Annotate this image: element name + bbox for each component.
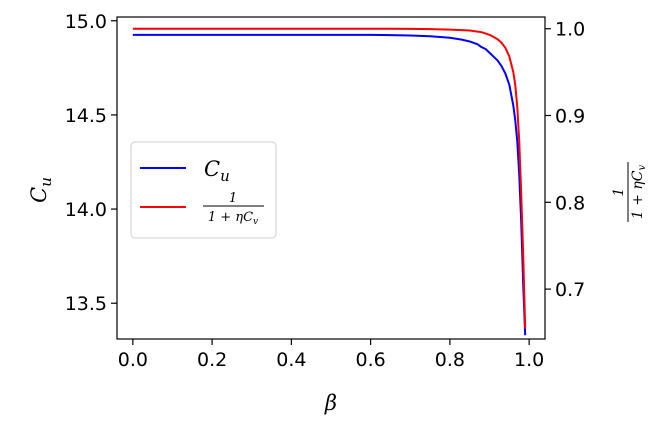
x-tick-label: 0.6 [356,349,386,371]
x-axis-label: β [324,391,337,415]
right-y-tick-label: 0.7 [555,279,585,301]
legend-label-cu-main: C [204,157,220,181]
left-y-label-main: C [27,187,51,203]
legend-label-cu-sub: u [220,167,230,185]
series-layer [132,27,527,336]
series-line-ratio [132,27,527,329]
legend-ratio-denominator: 1 + ηCv [208,210,258,227]
legend-ratio-numerator: 1 [229,191,237,206]
x-tick-label: 0.0 [118,349,148,371]
right-y-label-denominator-main: 1 + ηC [630,170,646,219]
legend-ratio-denominator-sub: v [253,217,258,227]
legend-box [130,141,277,239]
x-axis-ticks: 0.0 0.2 0.4 0.6 0.8 1.0 [118,339,544,371]
right-y-axis-label: 1 1 + ηCv [611,162,648,222]
left-y-tick-label: 14.5 [65,105,107,127]
right-y-tick-label: 0.8 [555,192,585,214]
right-y-axis-ticks: 0.7 0.8 0.9 1.0 [545,19,585,301]
legend: Cu 1 1 + ηCv [130,141,277,239]
left-y-tick-label: 15.0 [65,11,107,33]
legend-label-ratio: 1 1 + ηCv [203,191,264,227]
plot-area [116,16,546,340]
legend-ratio-denominator-main: 1 + ηC [208,210,253,225]
right-y-label-denominator: 1 + ηCv [630,165,648,220]
x-tick-label: 0.4 [276,349,306,371]
right-y-tick-label: 0.9 [555,106,585,128]
plot-frame [116,16,546,340]
svg-text:Cu: Cu [27,177,55,203]
x-tick-label: 1.0 [514,349,544,371]
left-y-axis-ticks: 13.5 14.0 14.5 15.0 [65,11,117,315]
x-tick-label: 0.2 [197,349,227,371]
left-y-tick-label: 14.0 [65,199,107,221]
left-y-tick-label: 13.5 [65,293,107,315]
left-y-label-sub: u [37,177,55,187]
right-y-label-numerator: 1 [611,188,627,197]
series-line-cu [132,33,527,336]
x-tick-label: 0.8 [435,349,465,371]
left-y-axis-label: Cu [27,177,55,203]
right-y-tick-label: 1.0 [555,19,585,41]
right-y-label-denominator-sub: v [637,165,648,171]
legend-label-cu: Cu [204,157,230,185]
